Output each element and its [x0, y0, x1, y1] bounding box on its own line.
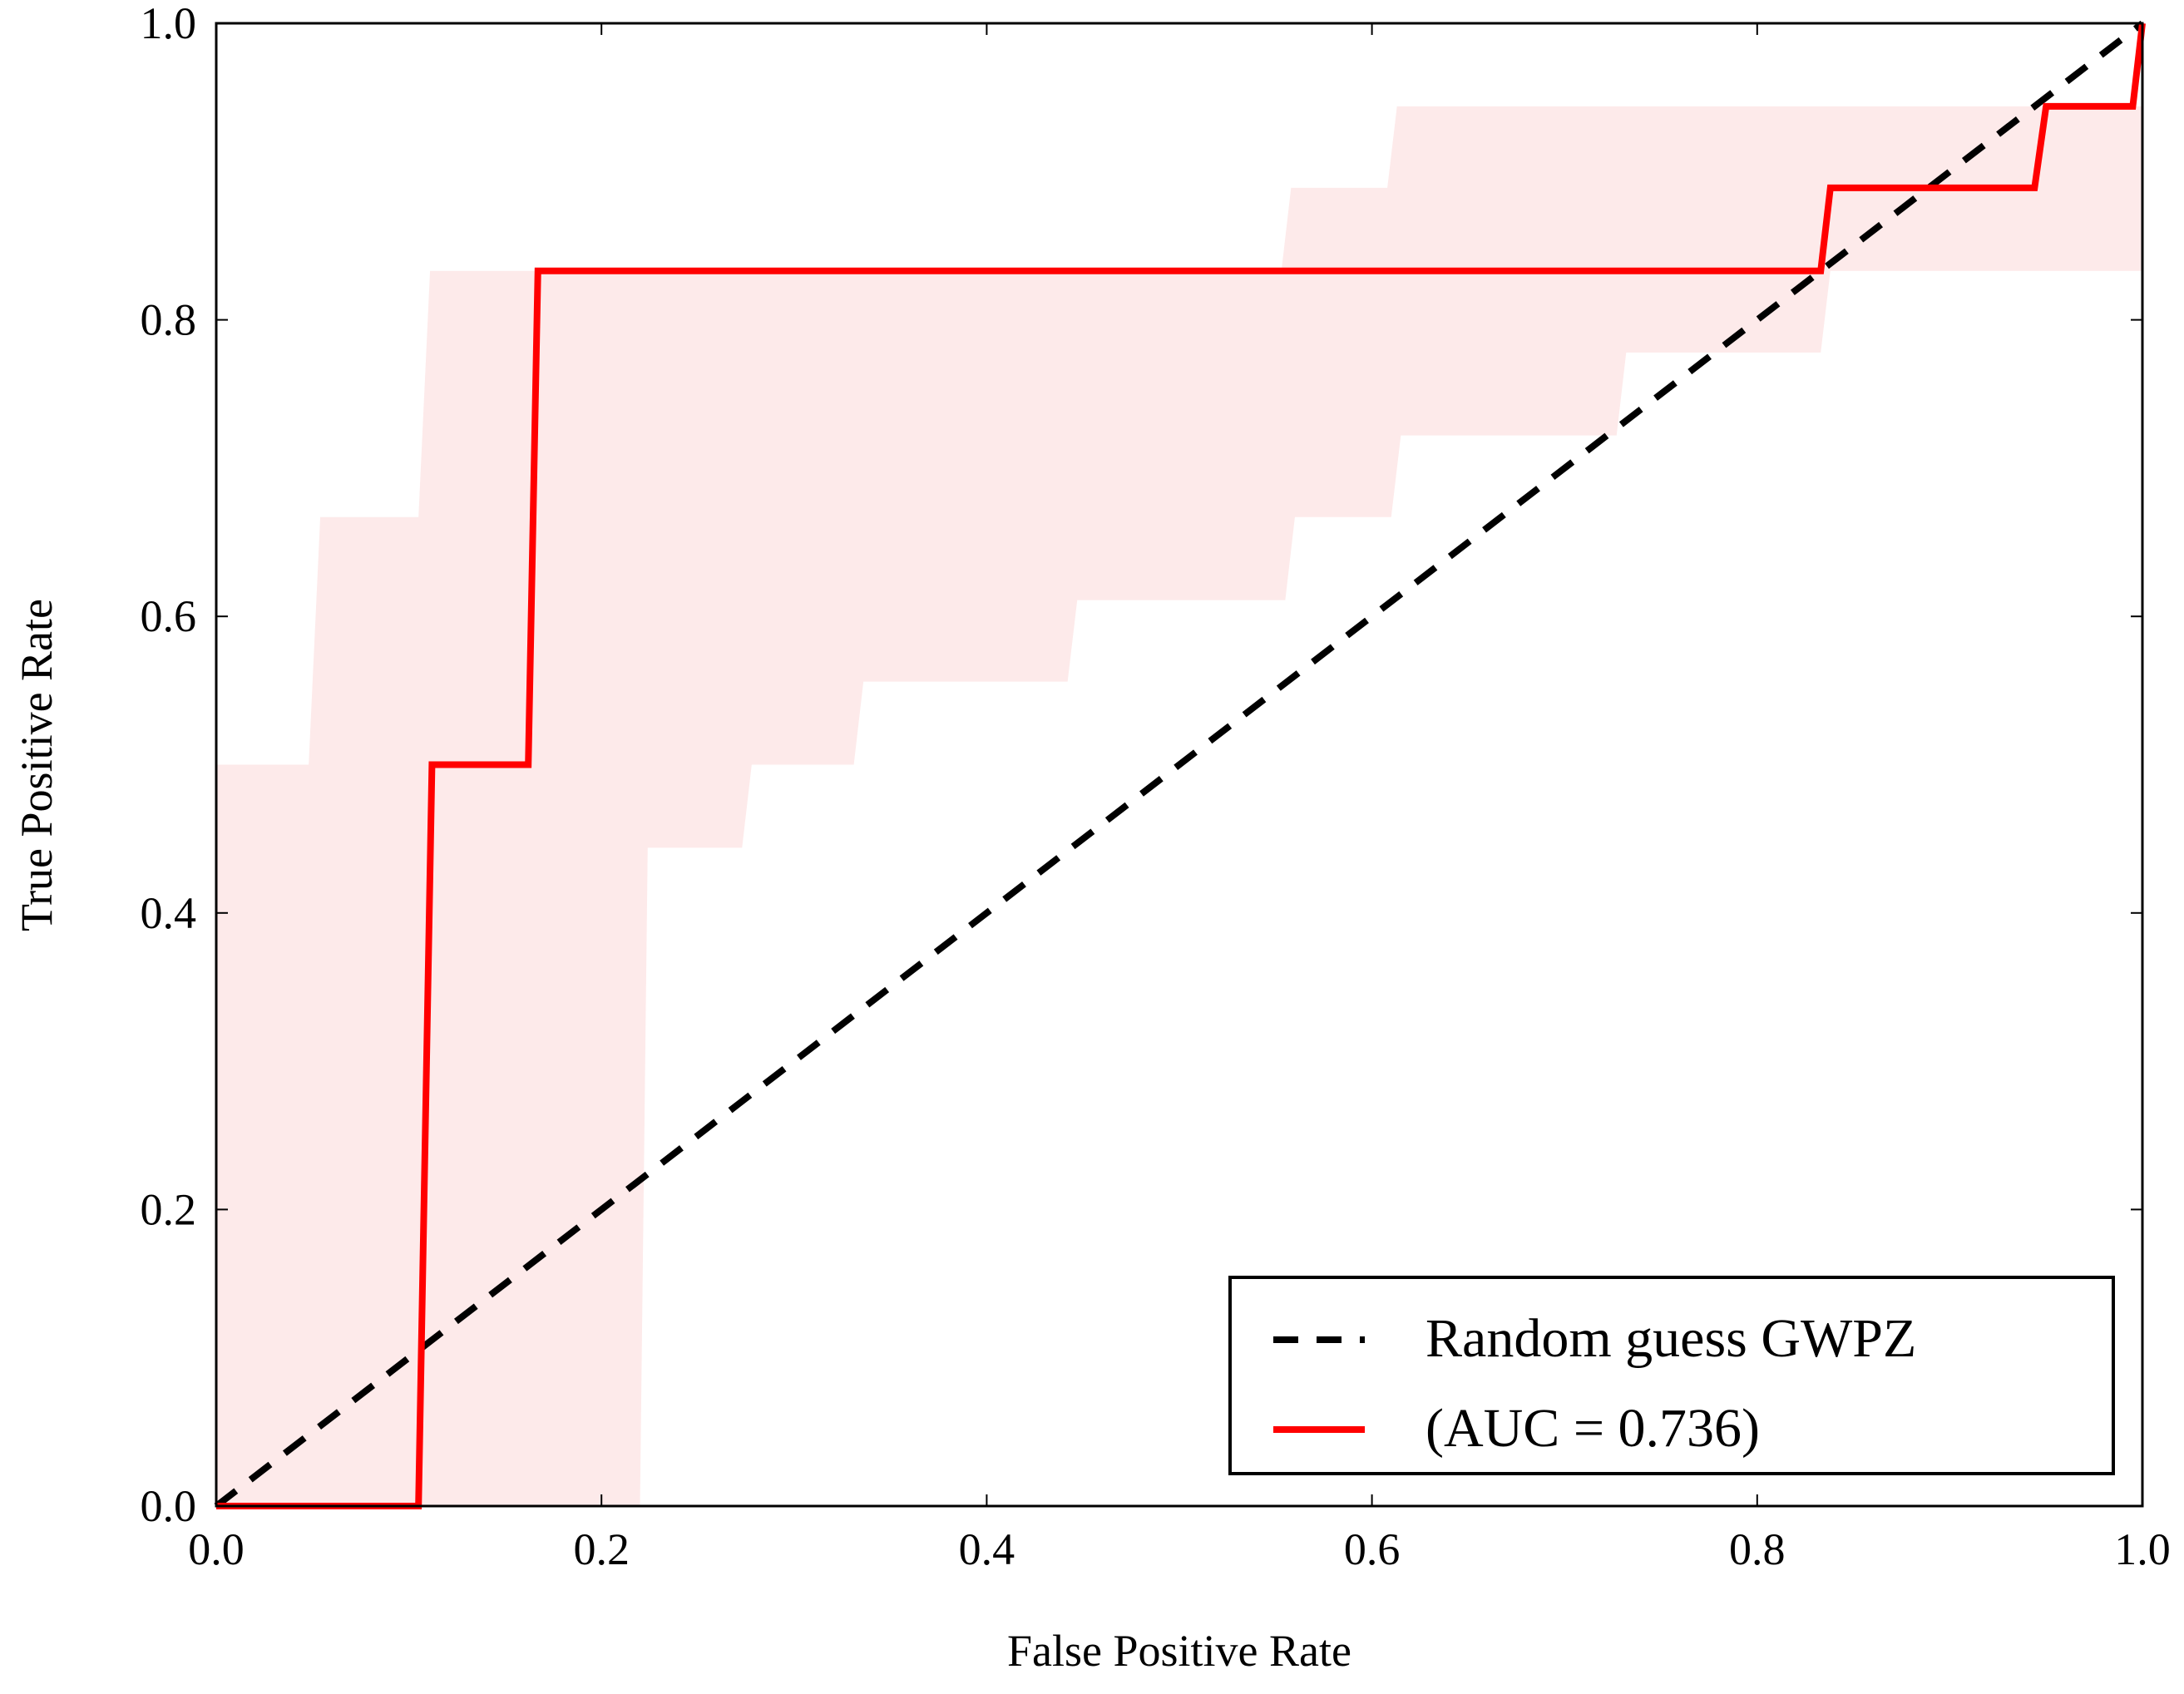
legend-label: (AUC = 0.736)	[1426, 1398, 1760, 1459]
series-line	[214, 20, 2145, 1509]
y-tick-label: 1.0	[141, 0, 197, 48]
legend-box	[1228, 1276, 2115, 1475]
legend-label: Random guess GWPZ	[1426, 1308, 1916, 1369]
y-tick-label: 0.6	[141, 591, 197, 641]
plot-frame	[215, 22, 2144, 1508]
y-axis-label: True Positive Rate	[12, 599, 62, 931]
legend: Random guess GWPZ (AUC = 0.736)	[1228, 1276, 2115, 1475]
x-tick-label: 0.0	[188, 1524, 245, 1574]
x-tick-label: 0.6	[1344, 1524, 1401, 1574]
confidence-band	[216, 106, 2142, 1506]
x-tick-label: 0.2	[573, 1524, 630, 1574]
x-tick-label: 1.0	[2114, 1524, 2171, 1574]
x-tick-label: 0.4	[959, 1524, 1015, 1574]
series-line	[216, 22, 2146, 1509]
y-tick-label: 0.4	[141, 888, 197, 938]
x-tick-label: 0.8	[1729, 1524, 1786, 1574]
x-axis-label: False Positive Rate	[1007, 1626, 1351, 1676]
y-tick-label: 0.8	[141, 295, 197, 345]
y-tick-label: 0.2	[141, 1184, 197, 1234]
y-tick-label: 0.0	[141, 1481, 197, 1531]
